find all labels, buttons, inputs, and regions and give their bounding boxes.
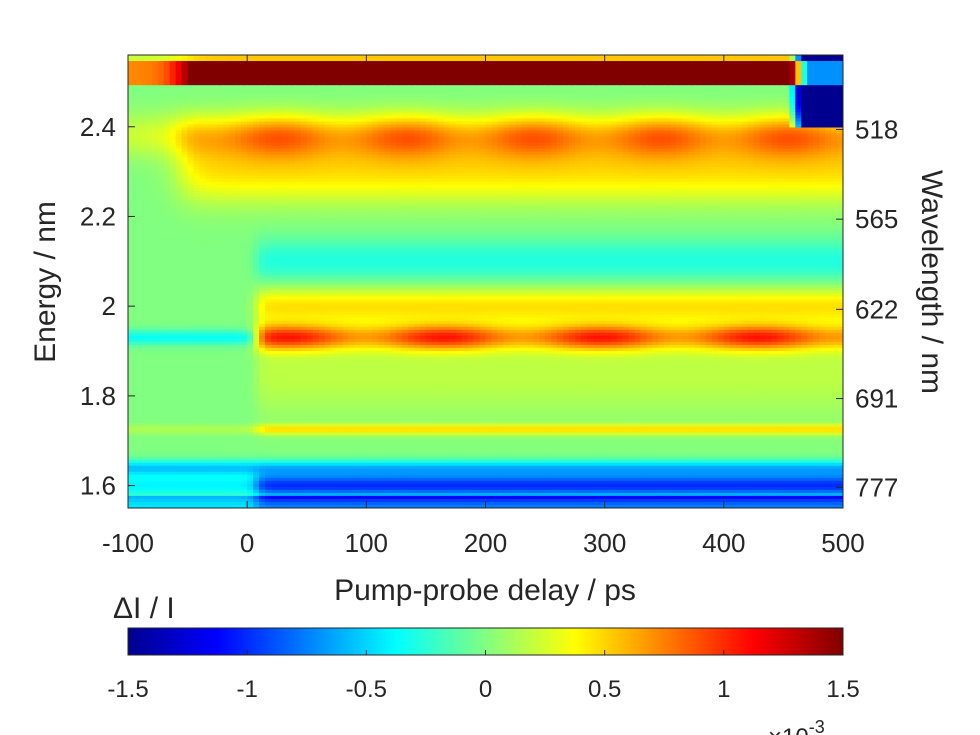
heatmap-image (128, 55, 844, 509)
